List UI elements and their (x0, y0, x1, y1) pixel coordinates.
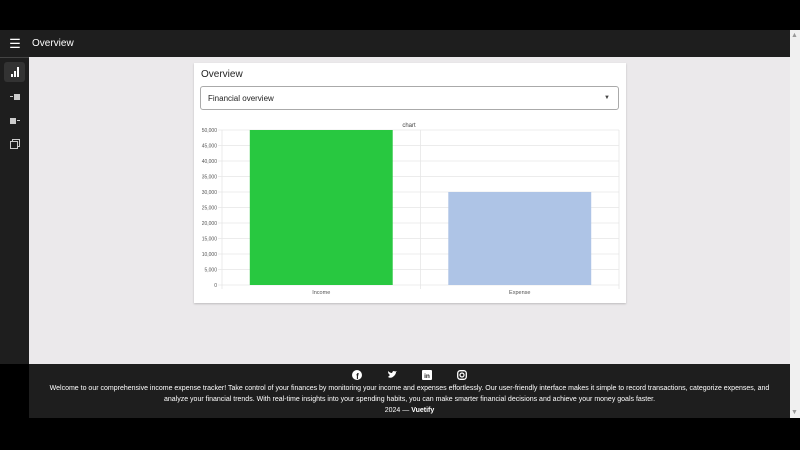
scroll-down-icon[interactable]: ▼ (791, 409, 798, 416)
linkedin-icon[interactable]: in (422, 369, 433, 380)
page-title: Overview (32, 38, 74, 49)
y-tick-label: 20,000 (202, 221, 218, 227)
sidebar-item-expense[interactable] (4, 110, 25, 130)
sidebar-item-overview[interactable] (4, 62, 25, 82)
y-tick-label: 35,000 (202, 175, 218, 181)
bar-chart: chart 0 5,000 10,000 15,000 20,000 25,000 30,0… (202, 123, 620, 296)
expense-icon (9, 118, 20, 124)
svg-text:f: f (356, 372, 359, 380)
instagram-icon[interactable] (457, 369, 468, 380)
y-tick-label: 40,000 (202, 159, 218, 165)
sidebar-item-calendar[interactable] (4, 134, 25, 154)
app-bar: ☰ Overview (0, 30, 790, 57)
y-tick-label: 5,000 (204, 268, 217, 274)
footer-year: 2024 — (384, 407, 410, 414)
y-tick-label: 0 (214, 283, 217, 289)
chevron-down-icon: ▼ (604, 95, 610, 101)
twitter-icon[interactable] (387, 369, 398, 380)
overview-select[interactable]: Financial overview ▼ (200, 86, 619, 110)
x-tick-label: Income (312, 290, 330, 296)
bar-income (249, 130, 393, 285)
facebook-icon[interactable]: f (352, 369, 363, 380)
select-value: Financial overview (208, 93, 274, 103)
svg-text:in: in (424, 373, 430, 380)
calendar-icon (9, 139, 20, 149)
footer-copyright: 2024 — Vuetify (29, 405, 790, 416)
y-tick-label: 30,000 (202, 190, 218, 196)
scrollbar[interactable]: ▲ ▼ (790, 30, 800, 418)
y-tick-label: 25,000 (202, 206, 218, 212)
overview-card: Overview Financial overview ▼ chart 0 5,0… (194, 63, 626, 303)
bar-expense (448, 192, 592, 285)
scroll-up-icon[interactable]: ▲ (791, 32, 798, 39)
x-tick-label: Expense (509, 290, 530, 296)
y-tick-label: 10,000 (202, 252, 218, 258)
y-tick-label: 50,000 (202, 128, 218, 134)
footer-brand: Vuetify (411, 407, 435, 414)
y-tick-label: 45,000 (202, 144, 218, 150)
card-title: Overview (201, 69, 243, 80)
sidebar (0, 57, 29, 364)
income-icon (9, 94, 20, 100)
main-content: Overview Financial overview ▼ chart 0 5,0… (29, 57, 790, 364)
menu-icon[interactable]: ☰ (9, 35, 21, 51)
footer: f in Welcome to our comprehensive income… (29, 364, 790, 418)
sidebar-item-income[interactable] (4, 86, 25, 106)
footer-description: Welcome to our comprehensive income expe… (49, 385, 770, 403)
y-tick-label: 15,000 (202, 237, 218, 243)
bar-chart-icon (10, 67, 19, 77)
chart-title: chart (402, 123, 416, 129)
